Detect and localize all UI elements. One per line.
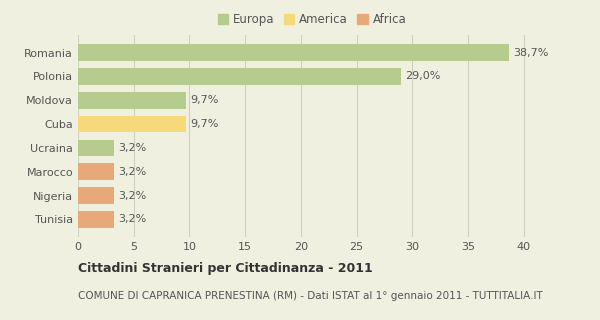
Legend: Europa, America, Africa: Europa, America, Africa [215,11,409,28]
Bar [78,92,186,108]
Text: 3,2%: 3,2% [118,214,146,224]
Bar [78,211,113,228]
Text: 9,7%: 9,7% [191,95,219,105]
Bar [78,164,113,180]
Text: COMUNE DI CAPRANICA PRENESTINA (RM) - Dati ISTAT al 1° gennaio 2011 - TUTTITALIA: COMUNE DI CAPRANICA PRENESTINA (RM) - Da… [78,291,543,301]
Bar [78,187,113,204]
Bar [78,68,401,85]
Text: 3,2%: 3,2% [118,190,146,201]
Bar [78,116,186,132]
Text: 29,0%: 29,0% [406,71,441,82]
Text: 38,7%: 38,7% [514,48,549,58]
Text: 9,7%: 9,7% [191,119,219,129]
Text: 3,2%: 3,2% [118,167,146,177]
Text: 3,2%: 3,2% [118,143,146,153]
Bar [78,44,509,61]
Text: Cittadini Stranieri per Cittadinanza - 2011: Cittadini Stranieri per Cittadinanza - 2… [78,262,373,276]
Bar [78,140,113,156]
